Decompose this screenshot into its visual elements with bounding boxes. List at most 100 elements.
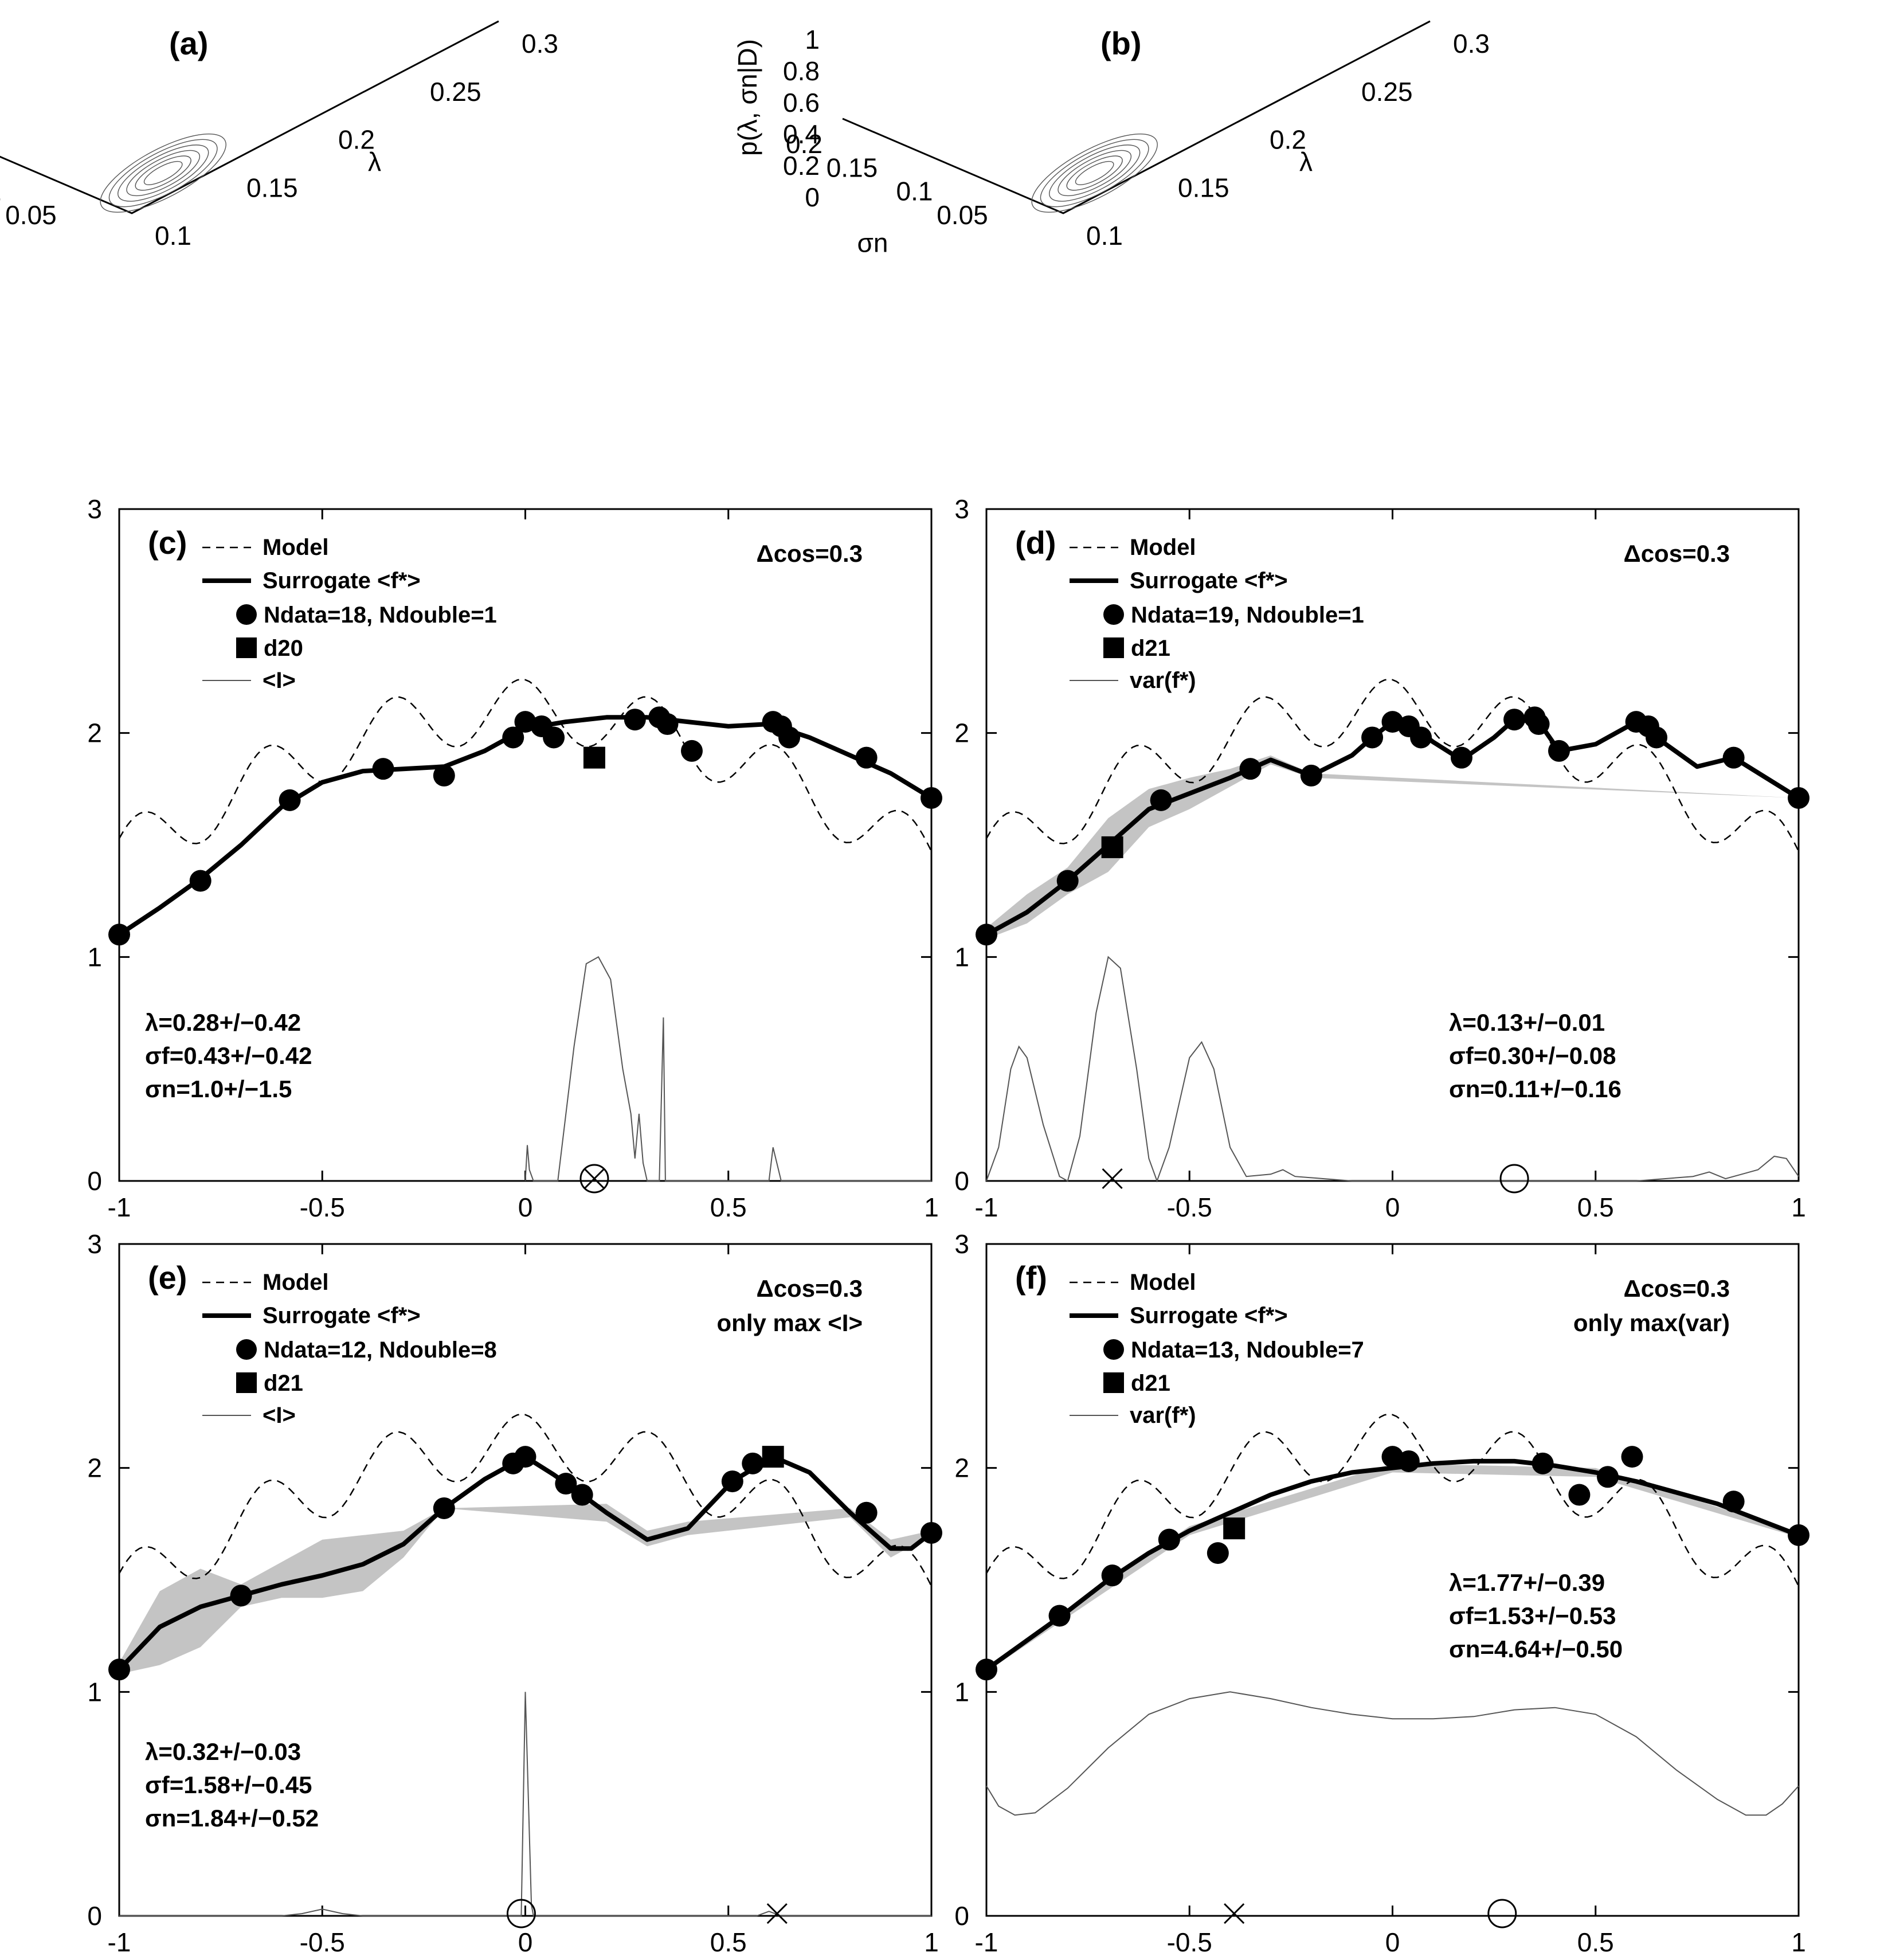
surrogate-curve <box>117 715 933 937</box>
selection-note: only max <I> <box>717 1309 863 1336</box>
panel-label: (b) <box>1100 25 1142 61</box>
legend-new-point-swatch <box>236 1372 257 1393</box>
data-point <box>1503 709 1526 731</box>
x-tick-label: 0.5 <box>710 1927 747 1957</box>
y-tick-label: 3 <box>87 494 102 524</box>
legend-entry: <I> <box>263 1403 296 1428</box>
contour-line <box>1075 161 1114 185</box>
hyperparameter-estimate: λ=0.32+/−0.03 <box>145 1738 301 1765</box>
legend-entry: Surrogate <f*> <box>1130 1303 1288 1328</box>
y-tick-label: 1 <box>87 1677 102 1707</box>
legend-new-point-swatch <box>1103 1372 1124 1393</box>
x-tick-label: 0 <box>518 1192 533 1222</box>
lambda-tick-label: 0.1 <box>1086 221 1123 251</box>
panel-label: (f) <box>1015 1259 1047 1296</box>
surrogate-curve <box>117 1454 933 1672</box>
contour-line <box>117 144 209 202</box>
delta-cos-label: Δcos=0.3 <box>757 540 863 567</box>
indicator-curve <box>524 956 931 1182</box>
data-point <box>555 1473 577 1495</box>
lambda-tick-label: 0.25 <box>1361 77 1413 107</box>
data-point <box>1548 740 1570 762</box>
legend-new-point-swatch <box>1103 637 1124 658</box>
x-tick-label: 0 <box>1385 1927 1400 1957</box>
hyperparameter-estimate: σf=1.53+/−0.53 <box>1449 1602 1616 1629</box>
y-tick-label: 0 <box>954 1166 969 1196</box>
x-tick-label: -0.5 <box>1167 1192 1212 1222</box>
x-tick-label: 0 <box>1385 1192 1400 1222</box>
uncertainty-band <box>986 755 1799 940</box>
panel-label: (d) <box>1015 525 1056 561</box>
contour-line <box>1040 139 1149 208</box>
y-tick-label: 2 <box>954 1453 969 1483</box>
z-tick-label: 0.8 <box>783 56 820 86</box>
y-tick-label: 2 <box>87 718 102 748</box>
data-point <box>433 1497 455 1519</box>
data-point <box>108 1658 130 1681</box>
y-tick-label: 1 <box>87 942 102 972</box>
y-tick-label: 2 <box>87 1453 102 1483</box>
y-tick-label: 3 <box>954 494 969 524</box>
x-tick-label: 1 <box>924 1192 939 1222</box>
x-tick-label: -1 <box>108 1192 131 1222</box>
y-tick-label: 1 <box>954 1677 969 1707</box>
legend-entry: Surrogate <f*> <box>263 568 421 593</box>
data-point <box>921 787 942 809</box>
legend-data-swatch <box>1103 1339 1124 1360</box>
data-point <box>1239 758 1262 780</box>
z-tick-label: 0.2 <box>783 151 820 181</box>
next-point-cross-marker <box>583 1168 605 1190</box>
hyperparameter-estimate: σf=0.30+/−0.08 <box>1449 1042 1616 1069</box>
lambda-tick-label: 0.15 <box>246 173 298 202</box>
z-tick-label: 0.4 <box>783 119 820 149</box>
hyperparameter-estimate: σn=1.84+/−0.52 <box>145 1805 319 1832</box>
hyperparameter-estimate: λ=0.28+/−0.42 <box>145 1009 301 1036</box>
data-point <box>976 924 997 946</box>
data-point <box>1101 1564 1123 1587</box>
contour-line <box>126 150 201 197</box>
lambda-tick-label: 0.2 <box>338 125 375 155</box>
data-point <box>1207 1542 1229 1564</box>
x-tick-label: -0.5 <box>300 1192 345 1222</box>
surface-base-axes <box>842 20 1431 214</box>
data-point <box>855 1501 878 1524</box>
hyperparameter-estimate: λ=0.13+/−0.01 <box>1449 1009 1605 1036</box>
data-point <box>1621 1446 1643 1468</box>
legend-data-swatch <box>236 1339 257 1360</box>
indicator-curve <box>986 956 1799 1183</box>
data-point <box>1361 726 1384 749</box>
legend-entry: Surrogate <f*> <box>263 1303 421 1328</box>
lambda-tick-label: 0.1 <box>155 221 191 251</box>
sigma-tick-label: 0.1 <box>0 177 2 206</box>
new-data-point <box>762 1446 784 1468</box>
lambda-tick-label: 0.2 <box>1270 125 1306 155</box>
data-point <box>571 1484 593 1506</box>
panel-label: (c) <box>148 525 187 561</box>
new-data-point <box>583 746 605 769</box>
data-point <box>1056 870 1079 892</box>
next-point-cross-marker <box>1224 1903 1245 1924</box>
data-point <box>1532 1452 1554 1474</box>
x-tick-label: 1 <box>1791 1192 1806 1222</box>
data-point <box>230 1585 252 1607</box>
x-tick-label: 0.5 <box>1577 1192 1614 1222</box>
lambda-tick-label: 0.3 <box>1453 29 1490 58</box>
next-point-cross-marker <box>1102 1168 1123 1190</box>
y-tick-label: 0 <box>87 1166 102 1196</box>
x-tick-label: -1 <box>975 1192 998 1222</box>
legend-data-swatch <box>236 604 257 625</box>
data-point <box>1450 746 1472 769</box>
lambda-tick-label: 0.25 <box>430 77 481 107</box>
data-point <box>1788 1524 1809 1546</box>
legend-entry: d21 <box>264 1371 303 1396</box>
hyperparameter-estimate: σn=0.11+/−0.16 <box>1449 1075 1621 1102</box>
data-point <box>1150 789 1172 811</box>
x-tick-label: 0.5 <box>1577 1927 1614 1957</box>
contour-line <box>108 139 218 208</box>
hyperparameter-estimate: λ=1.77+/−0.39 <box>1449 1569 1605 1596</box>
x-tick-label: 1 <box>924 1927 939 1957</box>
legend-entry: Ndata=19, Ndouble=1 <box>1131 603 1364 628</box>
plot-panel-c: -1 -0.5 0 0.5 1 0 1 2 3 (c) Model Surrogate <f*> Nda… <box>87 494 942 1222</box>
surface-panel-b: 10.80.60.40.20p(λ, σn|D) 0.20.150.10.05σn… <box>733 20 1490 258</box>
model-curve <box>985 1413 1800 1587</box>
